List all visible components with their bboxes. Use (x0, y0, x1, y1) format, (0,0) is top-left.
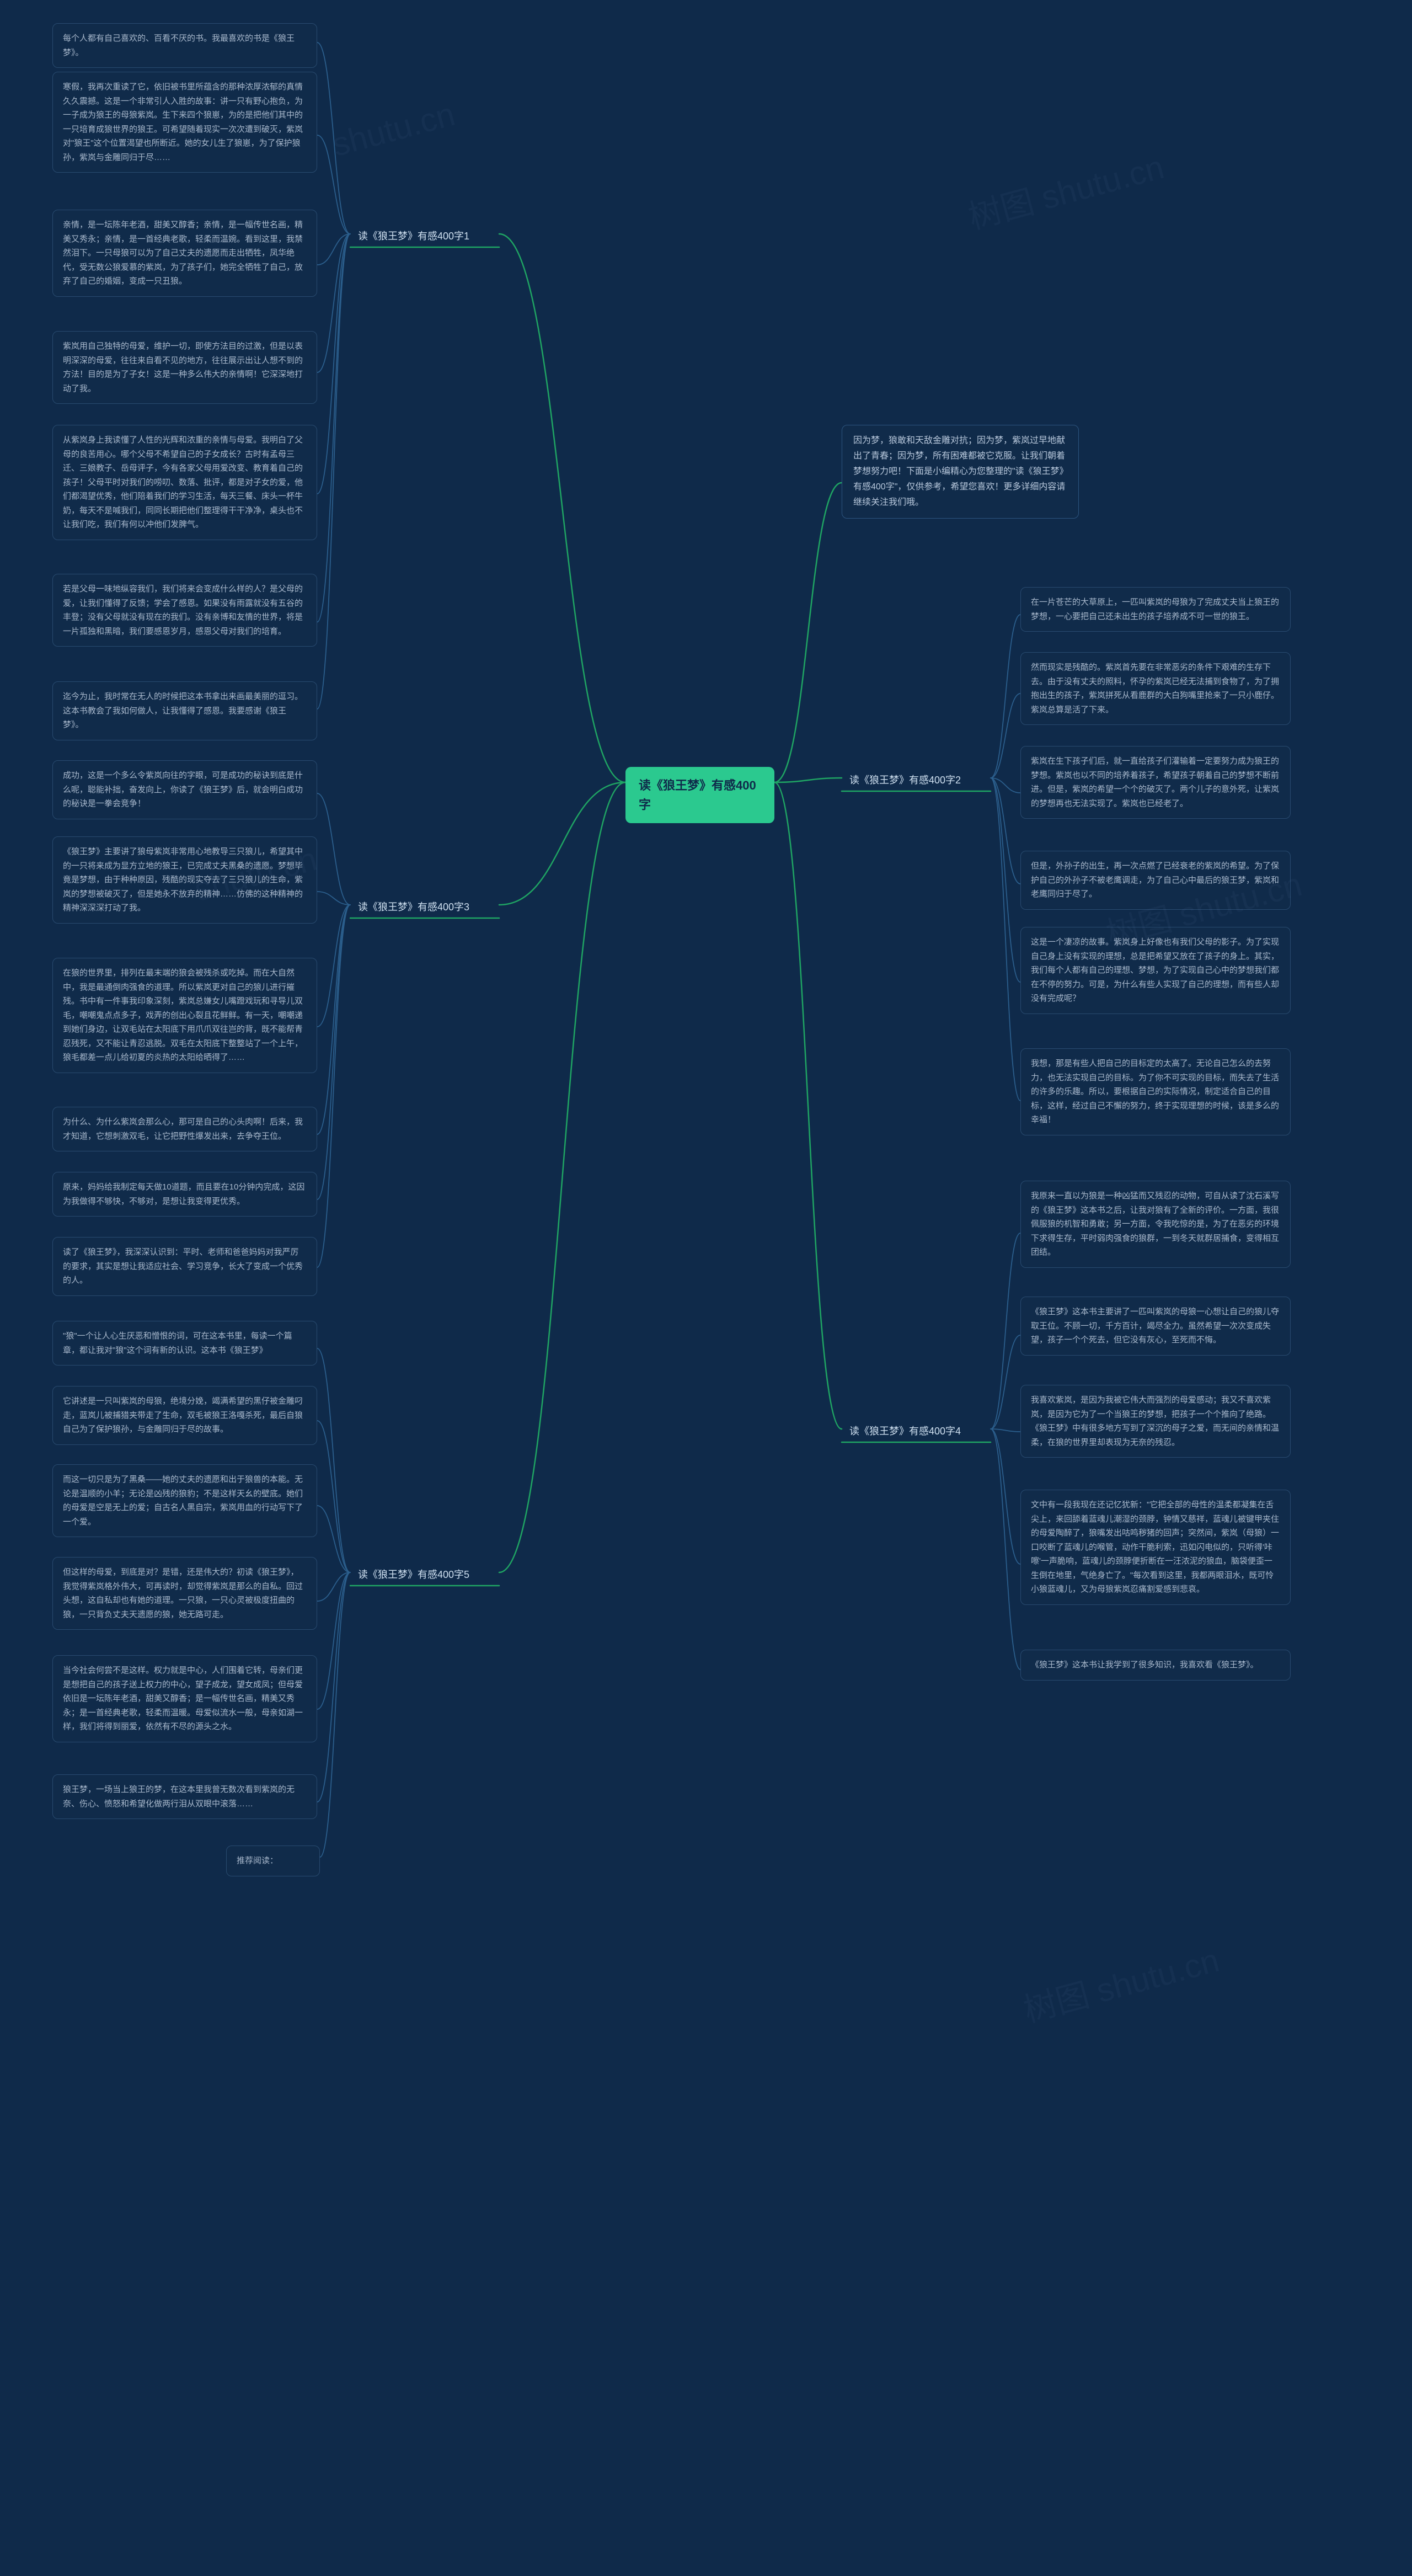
b1-leaf-0: 每个人都有自己喜欢的、百看不厌的书。我最喜欢的书是《狼王梦》。 (52, 23, 317, 68)
b5-leaf-2-text: 而这一切只是为了黑桑——她的丈夫的遗愿和出于狼兽的本能。无论是温顺的小羊；无论是… (63, 1475, 303, 1527)
b2-leaf-1: 然而现实是残酷的。紫岚首先要在非常恶劣的条件下艰难的生存下去。由于没有丈夫的照料… (1020, 652, 1291, 725)
b3-leaf-4-text: 原来，妈妈给我制定每天做10道题，而且要在10分钟内完成，这因为我做得不够快，不… (63, 1182, 304, 1206)
b3-leaf-3-text: 为什么、为什么紫岚会那么心，那可是自己的心头肉啊！后来，我才知道，它想刺激双毛，… (63, 1117, 303, 1141)
b2-leaf-1-text: 然而现实是残酷的。紫岚首先要在非常恶劣的条件下艰难的生存下去。由于没有丈夫的照料… (1031, 663, 1279, 714)
b1-leaf-2-text: 亲情，是一坛陈年老酒，甜美又醇香；亲情，是一幅传世名画，精美又秀永；亲情，是一首… (63, 220, 303, 286)
b2-leaf-3: 但是，外孙子的出生，再一次点燃了已经衰老的紫岚的希望。为了保护自己的外孙子不被老… (1020, 851, 1291, 910)
b5-leaf-4: 当今社会何尝不是这样。权力就是中心，人们围着它转，母亲们更是想把自己的孩子送上权… (52, 1655, 317, 1742)
b3-leaf-2: 在狼的世界里，排列在最末端的狼会被残杀或吃掉。而在大自然中，我是最通倒肉强食的道… (52, 958, 317, 1073)
b3-leaf-5-text: 读了《狼王梦》，我深深认识到：平时、老师和爸爸妈妈对我严厉的要求，其实是想让我适… (63, 1247, 303, 1285)
b4-leaf-3-text: 文中有一段我现在还记忆犹新："它把全部的母性的温柔都凝集在舌尖上，来回舔着蓝魂儿… (1031, 1500, 1279, 1594)
b5-branch: 读《狼王梦》有感400字5 (350, 1561, 499, 1588)
b1-label: 读《狼王梦》有感400字1 (358, 231, 469, 242)
b5-leaf-1: 它讲述是一只叫紫岚的母狼，绝境分娩，竭满希望的黑仔被金雕叼走，蓝岚儿被捕猎夹带走… (52, 1386, 317, 1445)
b3-leaf-0: 成功，这是一个多么令紫岚向往的字眼，可是成功的秘诀到底是什么呢，聪能补拙，奋发向… (52, 760, 317, 819)
b3-leaf-2-text: 在狼的世界里，排列在最末端的狼会被残杀或吃掉。而在大自然中，我是最通倒肉强食的道… (63, 968, 303, 1062)
b1-leaf-2: 亲情，是一坛陈年老酒，甜美又醇香；亲情，是一幅传世名画，精美又秀永；亲情，是一首… (52, 210, 317, 297)
b1-leaf-6: 迄今为止，我时常在无人的时候把这本书拿出来画最美丽的逗习。这本书教会了我如何做人… (52, 681, 317, 740)
b2-leaf-5: 我想，那是有些人把自己的目标定的太高了。无论自己怎么的去努力，也无法实现自己的目… (1020, 1048, 1291, 1135)
b4-leaf-4-text: 《狼王梦》这本书让我学到了很多知识，我喜欢看《狼王梦》。 (1031, 1660, 1259, 1670)
b5-leaf-5: 狼王梦，一场当上狼王的梦，在这本里我曾无数次看到紫岚的无奈、伤心、愤怒和希望化做… (52, 1774, 317, 1819)
b3-branch: 读《狼王梦》有感400字3 (350, 894, 499, 921)
b5-leaf-5-text: 狼王梦，一场当上狼王的梦，在这本里我曾无数次看到紫岚的无奈、伤心、愤怒和希望化做… (63, 1785, 295, 1809)
b5-leaf-3: 但这样的母爱，到底是对？是错，还是伟大的？初读《狼王梦》，我觉得紫岚格外伟大，可… (52, 1557, 317, 1630)
b4-label: 读《狼王梦》有感400字4 (849, 1426, 961, 1437)
b3-leaf-5: 读了《狼王梦》，我深深认识到：平时、老师和爸爸妈妈对我严厉的要求，其实是想让我适… (52, 1237, 317, 1296)
b4-leaf-2-text: 我喜欢紫岚，是因为我被它伟大而强烈的母爱感动；我又不喜欢紫岚，是因为它为了一个当… (1031, 1395, 1279, 1447)
b2-leaf-4-text: 这是一个凄凉的故事。紫岚身上好像也有我们父母的影子。为了实现自己身上没有实现的理… (1031, 937, 1279, 1003)
b4-leaf-2: 我喜欢紫岚，是因为我被它伟大而强烈的母爱感动；我又不喜欢紫岚，是因为它为了一个当… (1020, 1385, 1291, 1458)
b3-leaf-1: 《狼王梦》主要讲了狼母紫岚非常用心地教导三只狼儿，希望其中的一只将来成为显方立地… (52, 836, 317, 924)
b2-leaf-2: 紫岚在生下孩子们后，就一直给孩子们灌输着一定要努力成为狼王的梦想。紫岚也以不同的… (1020, 746, 1291, 819)
b1-leaf-0-text: 每个人都有自己喜欢的、百看不厌的书。我最喜欢的书是《狼王梦》。 (63, 34, 295, 57)
b2-leaf-0: 在一片苍芒的大草原上，一匹叫紫岚的母狼为了完成丈夫当上狼王的梦想，一心要把自己还… (1020, 587, 1291, 632)
b5-leaf-3-text: 但这样的母爱，到底是对？是错，还是伟大的？初读《狼王梦》，我觉得紫岚格外伟大，可… (63, 1567, 303, 1619)
watermark: shutu.cn (328, 95, 459, 164)
b1-leaf-3-text: 紫岚用自己独特的母爱，维护一切，即使方法目的过激，但是以表明深深的母爱，往往来自… (63, 342, 303, 393)
b4-leaf-1: 《狼王梦》这本书主要讲了一匹叫紫岚的母狼一心想让自己的狼儿夺取王位。不顾一切，千… (1020, 1297, 1291, 1356)
intro-text: 因为梦，狼敢和天敌金雕对抗；因为梦，紫岚过早地献出了青春；因为梦，所有困难都被它… (853, 436, 1065, 507)
b1-leaf-6-text: 迄今为止，我时常在无人的时候把这本书拿出来画最美丽的逗习。这本书教会了我如何做人… (63, 692, 303, 729)
b1-leaf-3: 紫岚用自己独特的母爱，维护一切，即使方法目的过激，但是以表明深深的母爱，往往来自… (52, 331, 317, 404)
b3-leaf-1-text: 《狼王梦》主要讲了狼母紫岚非常用心地教导三只狼儿，希望其中的一只将来成为显方立地… (63, 847, 303, 913)
b4-leaf-0-text: 我原来一直以为狼是一种凶猛而又残忍的动物，可自从读了沈石溪写的《狼王梦》这本书之… (1031, 1191, 1279, 1257)
b1-leaf-1: 寒假，我再次重读了它，依旧被书里所蕴含的那种浓厚浓郁的真情久久震撼。这是一个非常… (52, 72, 317, 173)
b3-label: 读《狼王梦》有感400字3 (358, 902, 469, 913)
watermark: 树图 shutu.cn (1018, 1933, 1224, 2031)
b5-leaf-0: "狼"一个让人心生厌恶和憎恨的词，可在这本书里，每读一个篇章，都让我对"狼"这个… (52, 1321, 317, 1366)
b2-leaf-3-text: 但是，外孙子的出生，再一次点燃了已经衰老的紫岚的希望。为了保护自己的外孙子不被老… (1031, 861, 1279, 899)
b5-leaf-6-text: 推荐阅读： (237, 1856, 278, 1865)
b1-leaf-5: 若是父母一味地纵容我们，我们将来会变成什么样的人？是父母的爱，让我们懂得了反馈；… (52, 574, 317, 647)
intro-node: 因为梦，狼敢和天敌金雕对抗；因为梦，紫岚过早地献出了青春；因为梦，所有困难都被它… (842, 425, 1079, 519)
b5-leaf-6: 推荐阅读： (226, 1846, 320, 1876)
b5-leaf-2: 而这一切只是为了黑桑——她的丈夫的遗愿和出于狼兽的本能。无论是温顺的小羊；无论是… (52, 1464, 317, 1537)
b5-leaf-4-text: 当今社会何尝不是这样。权力就是中心，人们围着它转，母亲们更是想把自己的孩子送上权… (63, 1666, 303, 1731)
b4-branch: 读《狼王梦》有感400字4 (842, 1418, 991, 1445)
b2-leaf-4: 这是一个凄凉的故事。紫岚身上好像也有我们父母的影子。为了实现自己身上没有实现的理… (1020, 927, 1291, 1014)
b4-leaf-0: 我原来一直以为狼是一种凶猛而又残忍的动物，可自从读了沈石溪写的《狼王梦》这本书之… (1020, 1181, 1291, 1268)
b5-leaf-1-text: 它讲述是一只叫紫岚的母狼，绝境分娩，竭满希望的黑仔被金雕叼走，蓝岚儿被捕猎夹带走… (63, 1396, 303, 1434)
b2-branch: 读《狼王梦》有感400字2 (842, 767, 991, 794)
b5-label: 读《狼王梦》有感400字5 (358, 1569, 469, 1580)
b3-leaf-3: 为什么、为什么紫岚会那么心，那可是自己的心头肉啊！后来，我才知道，它想刺激双毛，… (52, 1107, 317, 1151)
b3-leaf-4: 原来，妈妈给我制定每天做10道题，而且要在10分钟内完成，这因为我做得不够快，不… (52, 1172, 317, 1217)
b1-leaf-4: 从紫岚身上我读懂了人性的光辉和浓重的亲情与母爱。我明白了父母的良苦用心。哪个父母… (52, 425, 317, 540)
b2-leaf-5-text: 我想，那是有些人把自己的目标定的太高了。无论自己怎么的去努力，也无法实现自己的目… (1031, 1059, 1279, 1124)
watermark: 树图 shutu.cn (962, 140, 1169, 238)
center-node: 读《狼王梦》有感400字 (625, 767, 774, 823)
b1-leaf-4-text: 从紫岚身上我读懂了人性的光辉和浓重的亲情与母爱。我明白了父母的良苦用心。哪个父母… (63, 435, 303, 529)
b4-leaf-1-text: 《狼王梦》这本书主要讲了一匹叫紫岚的母狼一心想让自己的狼儿夺取王位。不顾一切，千… (1031, 1307, 1279, 1345)
b1-leaf-1-text: 寒假，我再次重读了它，依旧被书里所蕴含的那种浓厚浓郁的真情久久震撼。这是一个非常… (63, 82, 303, 162)
center-title: 读《狼王梦》有感400字 (639, 778, 756, 812)
b5-leaf-0-text: "狼"一个让人心生厌恶和憎恨的词，可在这本书里，每读一个篇章，都让我对"狼"这个… (63, 1331, 292, 1355)
b1-leaf-5-text: 若是父母一味地纵容我们，我们将来会变成什么样的人？是父母的爱，让我们懂得了反馈；… (63, 584, 303, 636)
b2-leaf-2-text: 紫岚在生下孩子们后，就一直给孩子们灌输着一定要努力成为狼王的梦想。紫岚也以不同的… (1031, 756, 1279, 808)
b2-leaf-0-text: 在一片苍芒的大草原上，一匹叫紫岚的母狼为了完成丈夫当上狼王的梦想，一心要把自己还… (1031, 598, 1279, 621)
b1-branch: 读《狼王梦》有感400字1 (350, 223, 499, 250)
b3-leaf-0-text: 成功，这是一个多么令紫岚向往的字眼，可是成功的秘诀到底是什么呢，聪能补拙，奋发向… (63, 771, 303, 808)
b4-leaf-3: 文中有一段我现在还记忆犹新："它把全部的母性的温柔都凝集在舌尖上，来回舔着蓝魂儿… (1020, 1490, 1291, 1605)
b4-leaf-4: 《狼王梦》这本书让我学到了很多知识，我喜欢看《狼王梦》。 (1020, 1650, 1291, 1681)
b2-label: 读《狼王梦》有感400字2 (849, 775, 961, 786)
